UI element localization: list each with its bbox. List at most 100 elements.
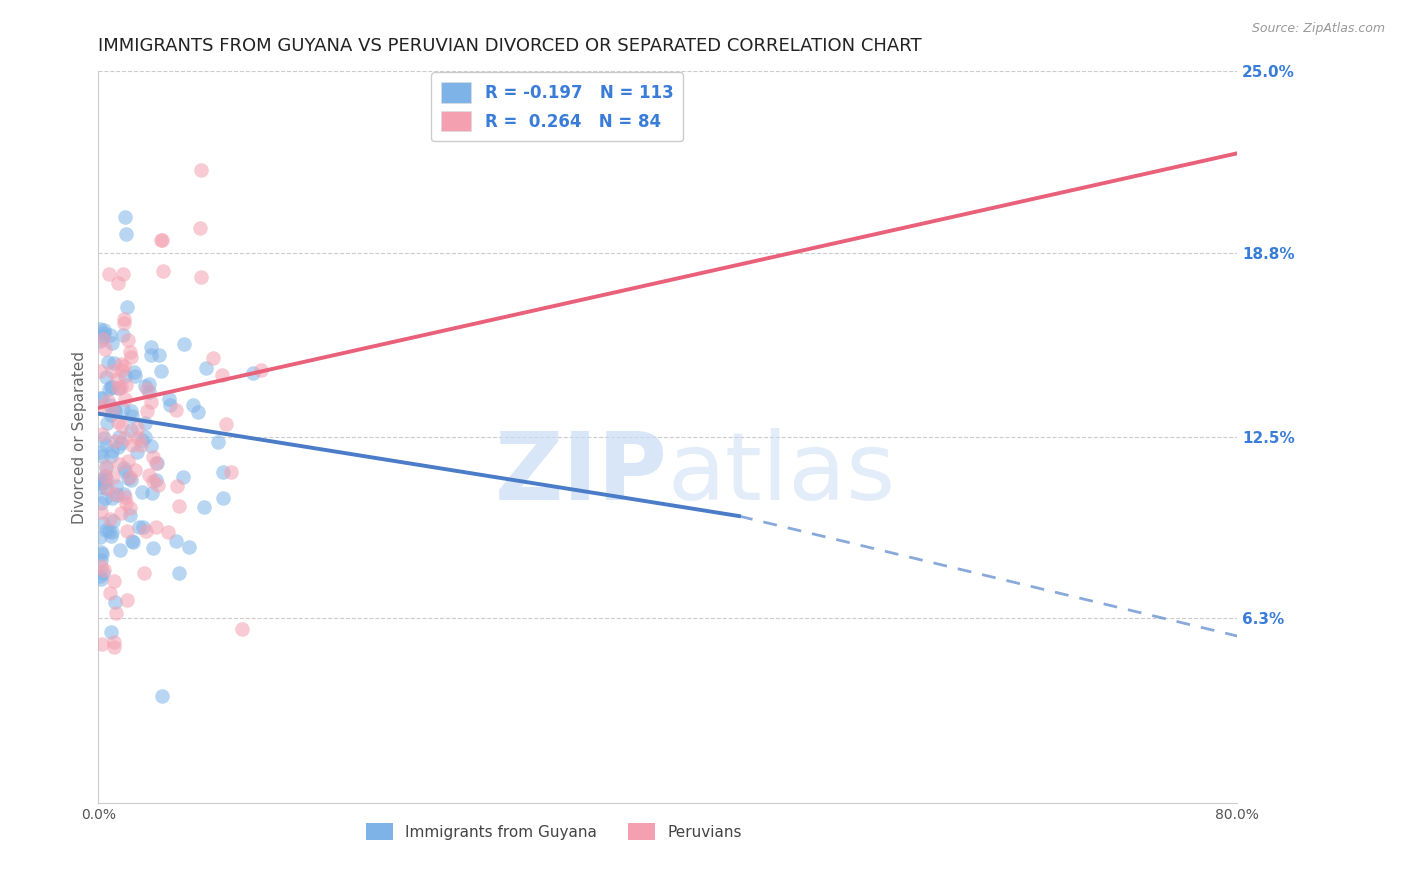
Point xyxy=(91,449,114,463)
Point xyxy=(93,326,115,340)
Point xyxy=(101,514,124,528)
Point xyxy=(120,470,142,484)
Text: IMMIGRANTS FROM GUYANA VS PERUVIAN DIVORCED OR SEPARATED CORRELATION CHART: IMMIGRANTS FROM GUYANA VS PERUVIAN DIVOR… xyxy=(98,37,922,54)
Point xyxy=(190,163,212,178)
Point xyxy=(94,481,117,495)
Text: Source: ZipAtlas.com: Source: ZipAtlas.com xyxy=(1251,22,1385,36)
Point xyxy=(98,327,121,342)
Point xyxy=(115,524,138,539)
Point xyxy=(138,385,160,400)
Point xyxy=(242,366,264,380)
Point xyxy=(93,475,115,489)
Point xyxy=(107,415,129,429)
Point xyxy=(97,267,120,281)
Point xyxy=(120,508,142,523)
Point xyxy=(107,277,129,291)
Point xyxy=(93,323,115,337)
Point xyxy=(127,432,149,446)
Point xyxy=(221,465,243,479)
Point xyxy=(112,487,135,501)
Point xyxy=(89,399,111,413)
Point xyxy=(101,443,124,458)
Point xyxy=(91,566,114,581)
Point xyxy=(207,435,229,450)
Point xyxy=(141,395,163,409)
Point xyxy=(211,465,233,479)
Point xyxy=(250,362,273,376)
Point xyxy=(114,210,136,224)
Point xyxy=(94,472,117,486)
Point xyxy=(107,440,129,454)
Point xyxy=(89,569,111,583)
Point xyxy=(120,500,142,515)
Point xyxy=(131,437,153,451)
Point xyxy=(136,382,159,396)
Point xyxy=(98,398,121,412)
Point xyxy=(193,500,215,514)
Point xyxy=(114,491,136,505)
Point xyxy=(107,381,129,395)
Point xyxy=(194,361,217,376)
Point xyxy=(97,382,120,396)
Point xyxy=(150,689,173,703)
Point xyxy=(165,403,187,417)
Point xyxy=(91,332,114,346)
Point xyxy=(136,404,159,418)
Point xyxy=(90,496,112,510)
Point xyxy=(215,417,238,431)
Point xyxy=(114,431,136,445)
Point xyxy=(94,469,117,483)
Point xyxy=(89,392,111,406)
Point xyxy=(105,488,128,502)
Point xyxy=(131,484,153,499)
Point xyxy=(146,456,169,470)
Point xyxy=(93,563,115,577)
Point xyxy=(100,491,122,505)
Point xyxy=(98,585,121,599)
Point xyxy=(97,355,120,369)
Point xyxy=(120,403,142,417)
Point xyxy=(120,423,142,437)
Point xyxy=(107,430,129,444)
Point xyxy=(115,227,138,241)
Point xyxy=(103,356,125,370)
Point xyxy=(91,516,114,531)
Point xyxy=(100,380,122,394)
Point xyxy=(173,337,195,351)
Point xyxy=(112,312,135,326)
Point xyxy=(134,430,156,444)
Point xyxy=(117,471,139,485)
Point xyxy=(93,342,115,356)
Point xyxy=(152,264,174,278)
Point xyxy=(100,364,122,378)
Point xyxy=(112,316,135,330)
Point xyxy=(121,533,143,548)
Point xyxy=(104,595,127,609)
Point xyxy=(104,404,127,418)
Point xyxy=(93,491,115,506)
Point xyxy=(100,449,122,463)
Point xyxy=(89,322,111,336)
Point xyxy=(110,436,132,450)
Point xyxy=(157,392,180,407)
Point xyxy=(131,433,153,447)
Point xyxy=(90,552,112,566)
Point xyxy=(94,369,117,384)
Point xyxy=(124,463,146,477)
Point xyxy=(122,534,145,549)
Point xyxy=(112,359,135,373)
Point xyxy=(112,461,135,475)
Point xyxy=(108,543,131,558)
Point xyxy=(172,470,194,484)
Point xyxy=(166,479,188,493)
Point xyxy=(134,378,156,392)
Point xyxy=(124,366,146,380)
Point xyxy=(141,486,163,500)
Point xyxy=(128,520,150,534)
Point xyxy=(100,528,122,542)
Point xyxy=(111,402,134,417)
Point xyxy=(103,574,125,589)
Point xyxy=(103,487,125,501)
Point xyxy=(139,340,162,354)
Point xyxy=(89,334,111,348)
